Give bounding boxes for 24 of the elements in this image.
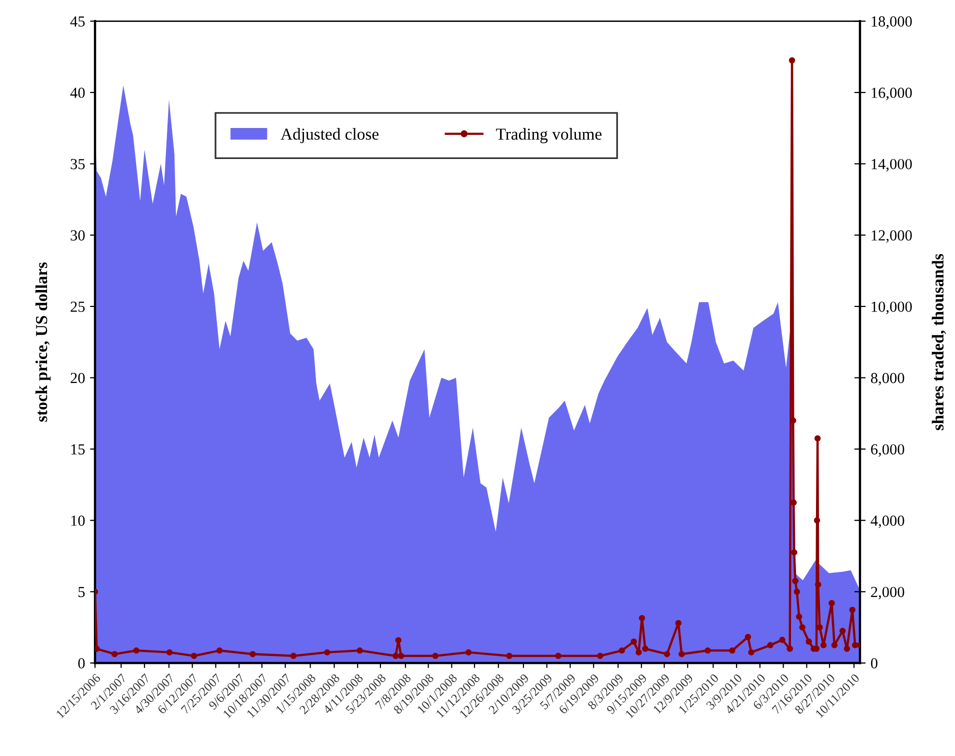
y-tick-label: 30 (70, 230, 85, 241)
y-tick-label: 5 (78, 586, 85, 598)
y-tick-label: 10 (71, 516, 85, 526)
y2-tick-label: 12,000 (872, 230, 912, 243)
y-tick-label: 45 (70, 16, 85, 27)
y-tick-label: 25 (70, 302, 85, 312)
legend-label: Trading volume (496, 128, 602, 144)
y2-tick-label: 10,000 (872, 302, 912, 314)
y2-tick-label: 6,000 (871, 444, 904, 457)
y2-tick-label: 2,000 (871, 586, 904, 600)
y2-tick-label: 18,000 (872, 16, 912, 29)
y-tick-label: 15 (71, 444, 85, 455)
y2-axis-title: shares traded, thousands (932, 254, 946, 430)
y-tick-label: 35 (70, 158, 85, 170)
y2-tick-label: 0 (870, 658, 878, 668)
y-tick-label: 0 (78, 658, 85, 668)
y-tick-label: 20 (70, 372, 85, 384)
y-axis-title: stock price, US dollars (35, 262, 51, 422)
y2-tick-label: 14,000 (872, 158, 912, 172)
y2-tick-label: 4,000 (870, 516, 904, 528)
y2-tick-label: 8,000 (870, 372, 904, 386)
y-tick-label: 40 (70, 88, 85, 98)
legend-label: Adjusted close (280, 128, 379, 144)
y2-tick-label: 16,000 (872, 88, 912, 100)
